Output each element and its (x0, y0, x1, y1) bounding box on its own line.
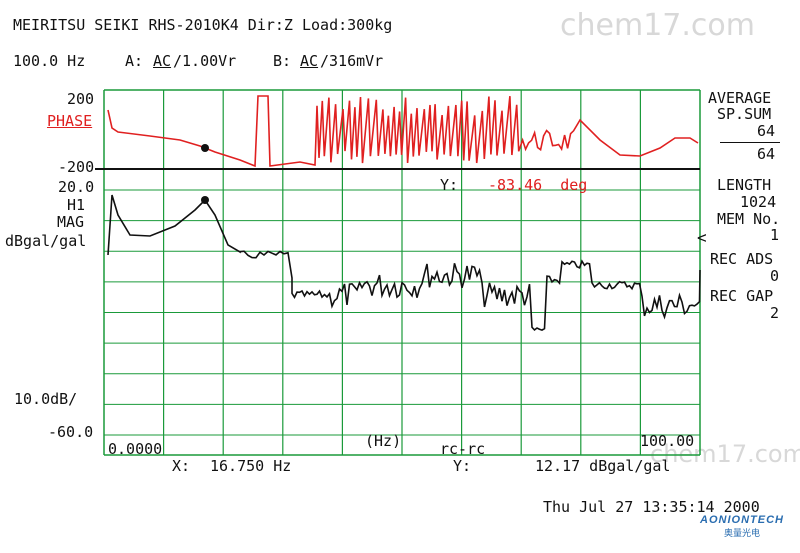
average-total: 64 (757, 145, 776, 163)
mag-name-h1: H1 (67, 196, 86, 214)
x-axis-end: 100.00 (640, 432, 695, 450)
rec-ads-label: REC ADS (710, 250, 774, 268)
phase-top-label: 200 (67, 90, 95, 108)
company-logo: AONIONTECH 奥量光电 (690, 514, 794, 548)
mag-cursor-dot (201, 196, 209, 204)
x-axis-mode: rc-rc (440, 440, 486, 458)
channel-b-label: B: (273, 52, 292, 70)
cursor-y-label: Y: (453, 457, 472, 475)
cursor-y-value: 12.17 dBgal/gal (535, 457, 671, 475)
phase-bottom-label: -200 (58, 158, 95, 176)
length-label: LENGTH (717, 176, 772, 194)
phase-trace (107, 95, 699, 168)
channel-b-range: /316mVr (320, 52, 384, 70)
channel-b-mode: AC (300, 52, 319, 70)
phase-name: PHASE (47, 112, 93, 130)
mag-name: MAG (57, 213, 85, 231)
frequency-range: 100.0 Hz (13, 52, 86, 70)
mag-top-label: 20.0 (58, 178, 95, 196)
rec-gap-value: 2 (770, 304, 780, 322)
x-axis-start: 0.0000 (108, 440, 163, 458)
channel-a-mode: AC (153, 52, 172, 70)
channel-a-range: /1.00Vr (173, 52, 237, 70)
logo-name: AONIONTECH (700, 514, 784, 526)
magnitude-trace (107, 194, 701, 331)
channel-a-label: A: (125, 52, 144, 70)
phase-cursor-value: -83.46 deg (488, 176, 588, 194)
instrument-title: MEIRITSU SEIKI RHS-2010K4 Dir:Z Load:300… (13, 16, 393, 34)
phase-cursor-label: Y: (440, 176, 459, 194)
average-mode: SP.SUM (717, 105, 772, 123)
average-divider (720, 142, 780, 143)
mag-bottom-label: -60.0 (48, 423, 94, 441)
memory-label: MEM No. (717, 210, 781, 228)
reference-marker: < (697, 228, 707, 247)
mag-unit: dBgal/gal (5, 232, 87, 250)
rec-gap-label: REC GAP (710, 287, 774, 305)
timestamp: Thu Jul 27 13:35:14 2000 (543, 498, 760, 516)
watermark-text: chem17.com (650, 440, 800, 468)
cursor-x-label: X: (172, 457, 191, 475)
mag-scale: 10.0dB/ (14, 390, 78, 408)
length-value: 1024 (740, 193, 777, 211)
memory-value: 1 (770, 226, 780, 244)
watermark-text: chem17.com (560, 8, 755, 43)
cursor-x-value: 16.750 Hz (210, 457, 292, 475)
rec-ads-value: 0 (770, 267, 780, 285)
average-label: AVERAGE (708, 89, 772, 107)
plot-grid (103, 89, 701, 456)
x-axis-unit: (Hz) (365, 432, 402, 450)
logo-subtitle: 奥量光电 (723, 528, 760, 538)
phase-cursor-dot (201, 144, 209, 152)
average-count: 64 (757, 122, 776, 140)
